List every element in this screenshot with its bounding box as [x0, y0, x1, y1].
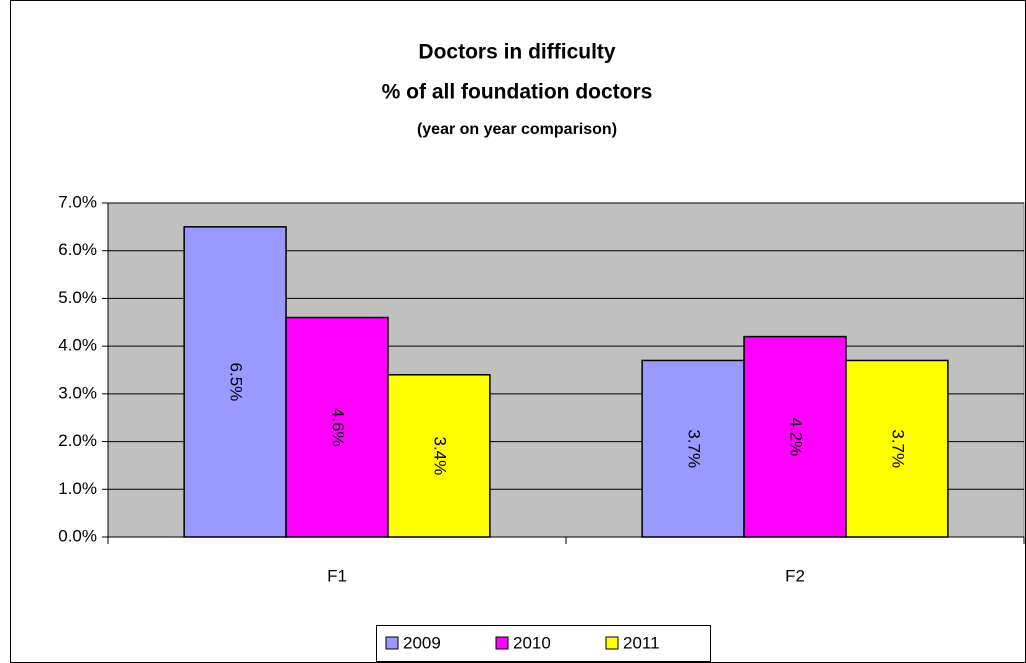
- value-label: 3.4%: [430, 437, 449, 476]
- bar: [743, 335, 847, 538]
- legend-swatch: [605, 636, 619, 650]
- y-tick-label: 7.0%: [58, 192, 97, 211]
- legend-swatch: [385, 636, 399, 650]
- legend-label: 2009: [403, 633, 441, 652]
- bar: [387, 374, 491, 538]
- bar: [183, 226, 287, 538]
- x-tick-label: F1: [327, 566, 347, 585]
- chart-note: (year on year comparison): [417, 121, 617, 138]
- y-tick-label: 1.0%: [58, 479, 97, 498]
- bar: [845, 359, 949, 538]
- chart-subtitle: % of all foundation doctors: [382, 81, 653, 104]
- value-label: 3.7%: [888, 429, 907, 468]
- value-label: 3.7%: [685, 429, 704, 468]
- value-label: 4.6%: [329, 408, 348, 447]
- bar: [285, 316, 389, 538]
- value-label: 6.5%: [227, 363, 246, 402]
- legend: [376, 625, 711, 662]
- x-tick-label: F2: [785, 566, 805, 585]
- chart-title: Doctors in difficulty: [418, 41, 615, 64]
- legend-label: 2011: [623, 633, 660, 652]
- legend-swatch: [495, 636, 509, 650]
- y-tick-label: 6.0%: [58, 240, 97, 259]
- y-tick-label: 0.0%: [58, 526, 97, 545]
- value-label: 4.2%: [787, 417, 806, 456]
- y-tick-label: 3.0%: [58, 383, 97, 402]
- y-tick-label: 4.0%: [58, 336, 97, 355]
- y-tick-label: 2.0%: [58, 431, 97, 450]
- legend-label: 2010: [513, 633, 551, 652]
- y-tick-label: 5.0%: [58, 288, 97, 307]
